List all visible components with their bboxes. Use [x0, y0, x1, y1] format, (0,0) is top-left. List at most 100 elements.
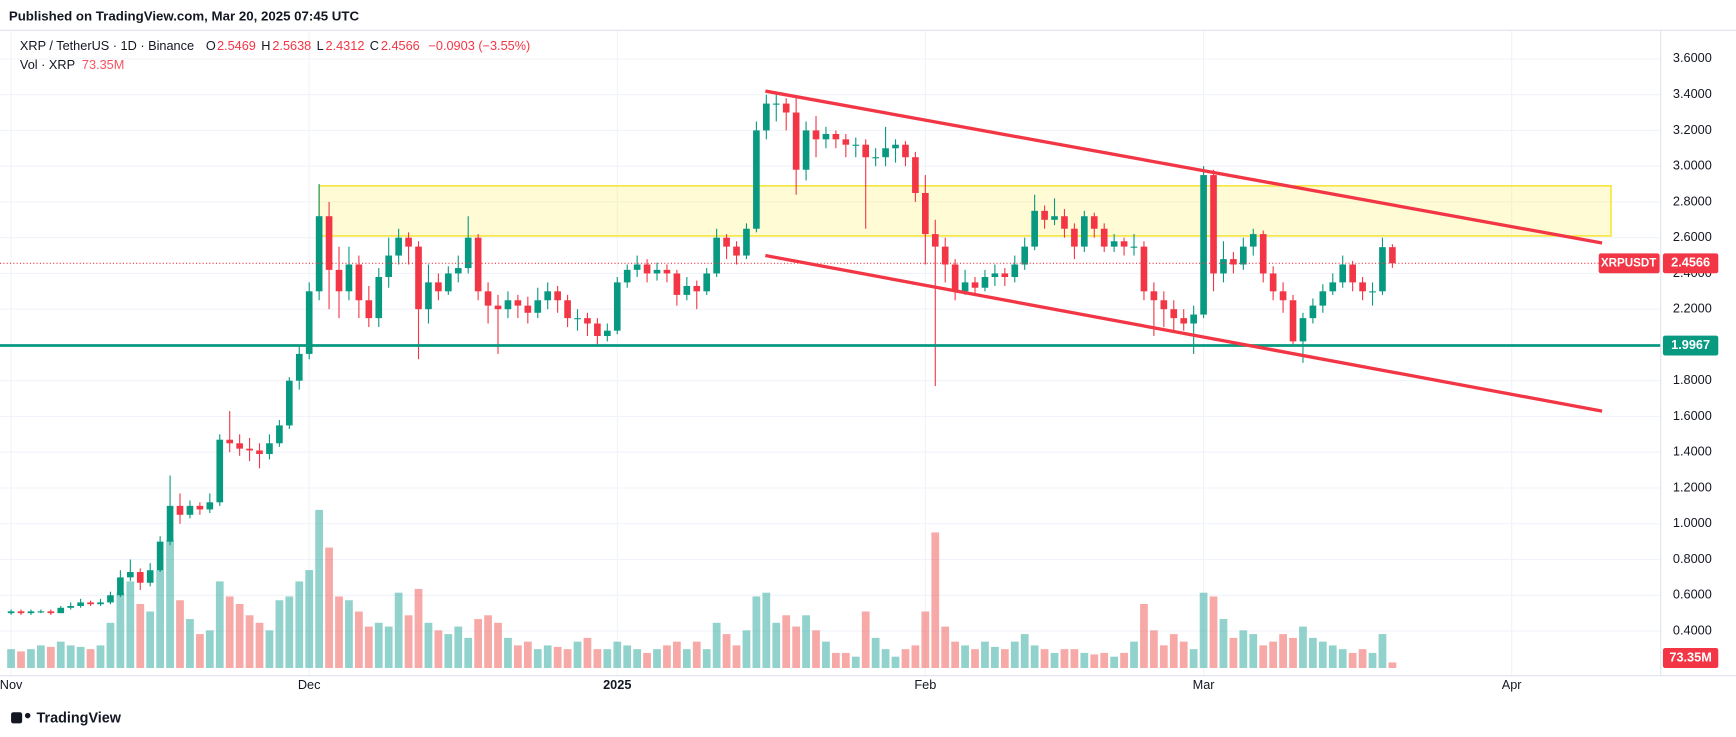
volume-bar [692, 641, 701, 668]
volume-bar [454, 626, 463, 668]
candle-body [683, 285, 691, 295]
volume-bar [653, 649, 661, 668]
candle-body [832, 133, 840, 140]
volume-bar [712, 622, 721, 668]
candle-body [613, 282, 621, 331]
candle-body [454, 268, 462, 274]
candle-body [703, 273, 711, 292]
candle-body [902, 144, 909, 158]
support-label-box [1662, 335, 1719, 356]
candle-body [345, 264, 353, 292]
volume-bar [1249, 634, 1258, 668]
volume-bar [394, 592, 403, 668]
volume-bar [871, 637, 880, 668]
candle-body [753, 130, 760, 229]
candle-body [852, 144, 860, 146]
volume-bar [474, 619, 483, 668]
volume-bar [17, 651, 25, 668]
c-letter: C [370, 38, 379, 53]
volume-bar [812, 630, 820, 668]
candle-body [415, 246, 422, 310]
volume-bar [832, 652, 840, 668]
volume-bar [1269, 641, 1278, 668]
x-tick-label: Mar [1193, 677, 1216, 692]
candle-body [375, 277, 383, 319]
volume-bar [384, 626, 393, 668]
trendline [765, 253, 1603, 413]
volume-bar [1259, 645, 1268, 668]
volume-bar [1179, 641, 1188, 668]
candle-body [435, 282, 442, 292]
o-letter: O [206, 38, 216, 53]
volume-bar [1130, 641, 1138, 668]
trendline [765, 89, 1603, 245]
candle-body [494, 305, 502, 310]
volume-bar [891, 656, 900, 668]
candle-body [37, 611, 45, 613]
volume-bar [126, 581, 135, 668]
y-tick-label: 1.4000 [1673, 444, 1712, 459]
volume-bar [225, 596, 234, 668]
candle-body [17, 611, 25, 614]
candle-body [504, 300, 512, 310]
candle-body [1130, 246, 1138, 248]
candle-body [385, 255, 393, 278]
volume-bar [1020, 634, 1029, 668]
volume-bar [573, 641, 582, 668]
candle-body [474, 237, 482, 292]
y-tick-label: 3.0000 [1673, 158, 1712, 173]
volume-bar [673, 641, 681, 668]
volume-bar [772, 622, 781, 668]
candle-body [544, 291, 552, 301]
volume-bar [494, 622, 502, 668]
candle-body [146, 570, 154, 583]
candle-body [484, 291, 492, 306]
candle-body [1389, 247, 1396, 264]
low-value: 2.4312 [326, 38, 365, 53]
volume-bar [305, 570, 314, 668]
candle-body [822, 133, 830, 140]
volume-bar [822, 641, 830, 668]
volume-bar [504, 637, 512, 668]
candle-body [57, 607, 65, 614]
candle-body [1269, 273, 1277, 292]
y-tick-label: 3.2000 [1673, 122, 1712, 137]
volume-bar [1309, 637, 1317, 668]
volume-bar [1100, 652, 1109, 668]
candle-body [633, 264, 641, 270]
candle-body [782, 103, 790, 113]
candle-body [862, 144, 870, 158]
candle-body [7, 611, 15, 614]
x-tick-label: Dec [298, 677, 321, 692]
volume-bar [514, 645, 522, 668]
volume-bar [1050, 652, 1059, 668]
candle-body [1180, 318, 1188, 324]
volume-bar [106, 622, 115, 668]
volume-bar [1030, 645, 1039, 668]
candle-body [365, 300, 373, 319]
volume-bar [1229, 637, 1238, 668]
volume-bar [364, 626, 373, 668]
volume-bar [186, 619, 194, 668]
candle-body [445, 273, 452, 292]
volume-bar [1368, 652, 1377, 668]
candle-body [355, 264, 363, 301]
volume-bar [1239, 630, 1248, 668]
volume-bar [424, 622, 433, 668]
volume-bar [523, 641, 532, 668]
volume-bar [1189, 649, 1198, 668]
volume-bar [1110, 656, 1119, 668]
candle-body [594, 323, 601, 337]
volume-bar [1080, 652, 1089, 668]
candle-body [186, 505, 194, 515]
volume-bar [752, 596, 761, 668]
volume-bar [1209, 596, 1218, 668]
candle-body [1359, 282, 1366, 292]
candle-body [1061, 216, 1068, 229]
candle-body [1170, 309, 1178, 319]
volume-bar [295, 581, 304, 668]
footer: TradingView [37, 711, 122, 727]
volume-bar [742, 630, 751, 668]
candle-body [1140, 246, 1148, 292]
